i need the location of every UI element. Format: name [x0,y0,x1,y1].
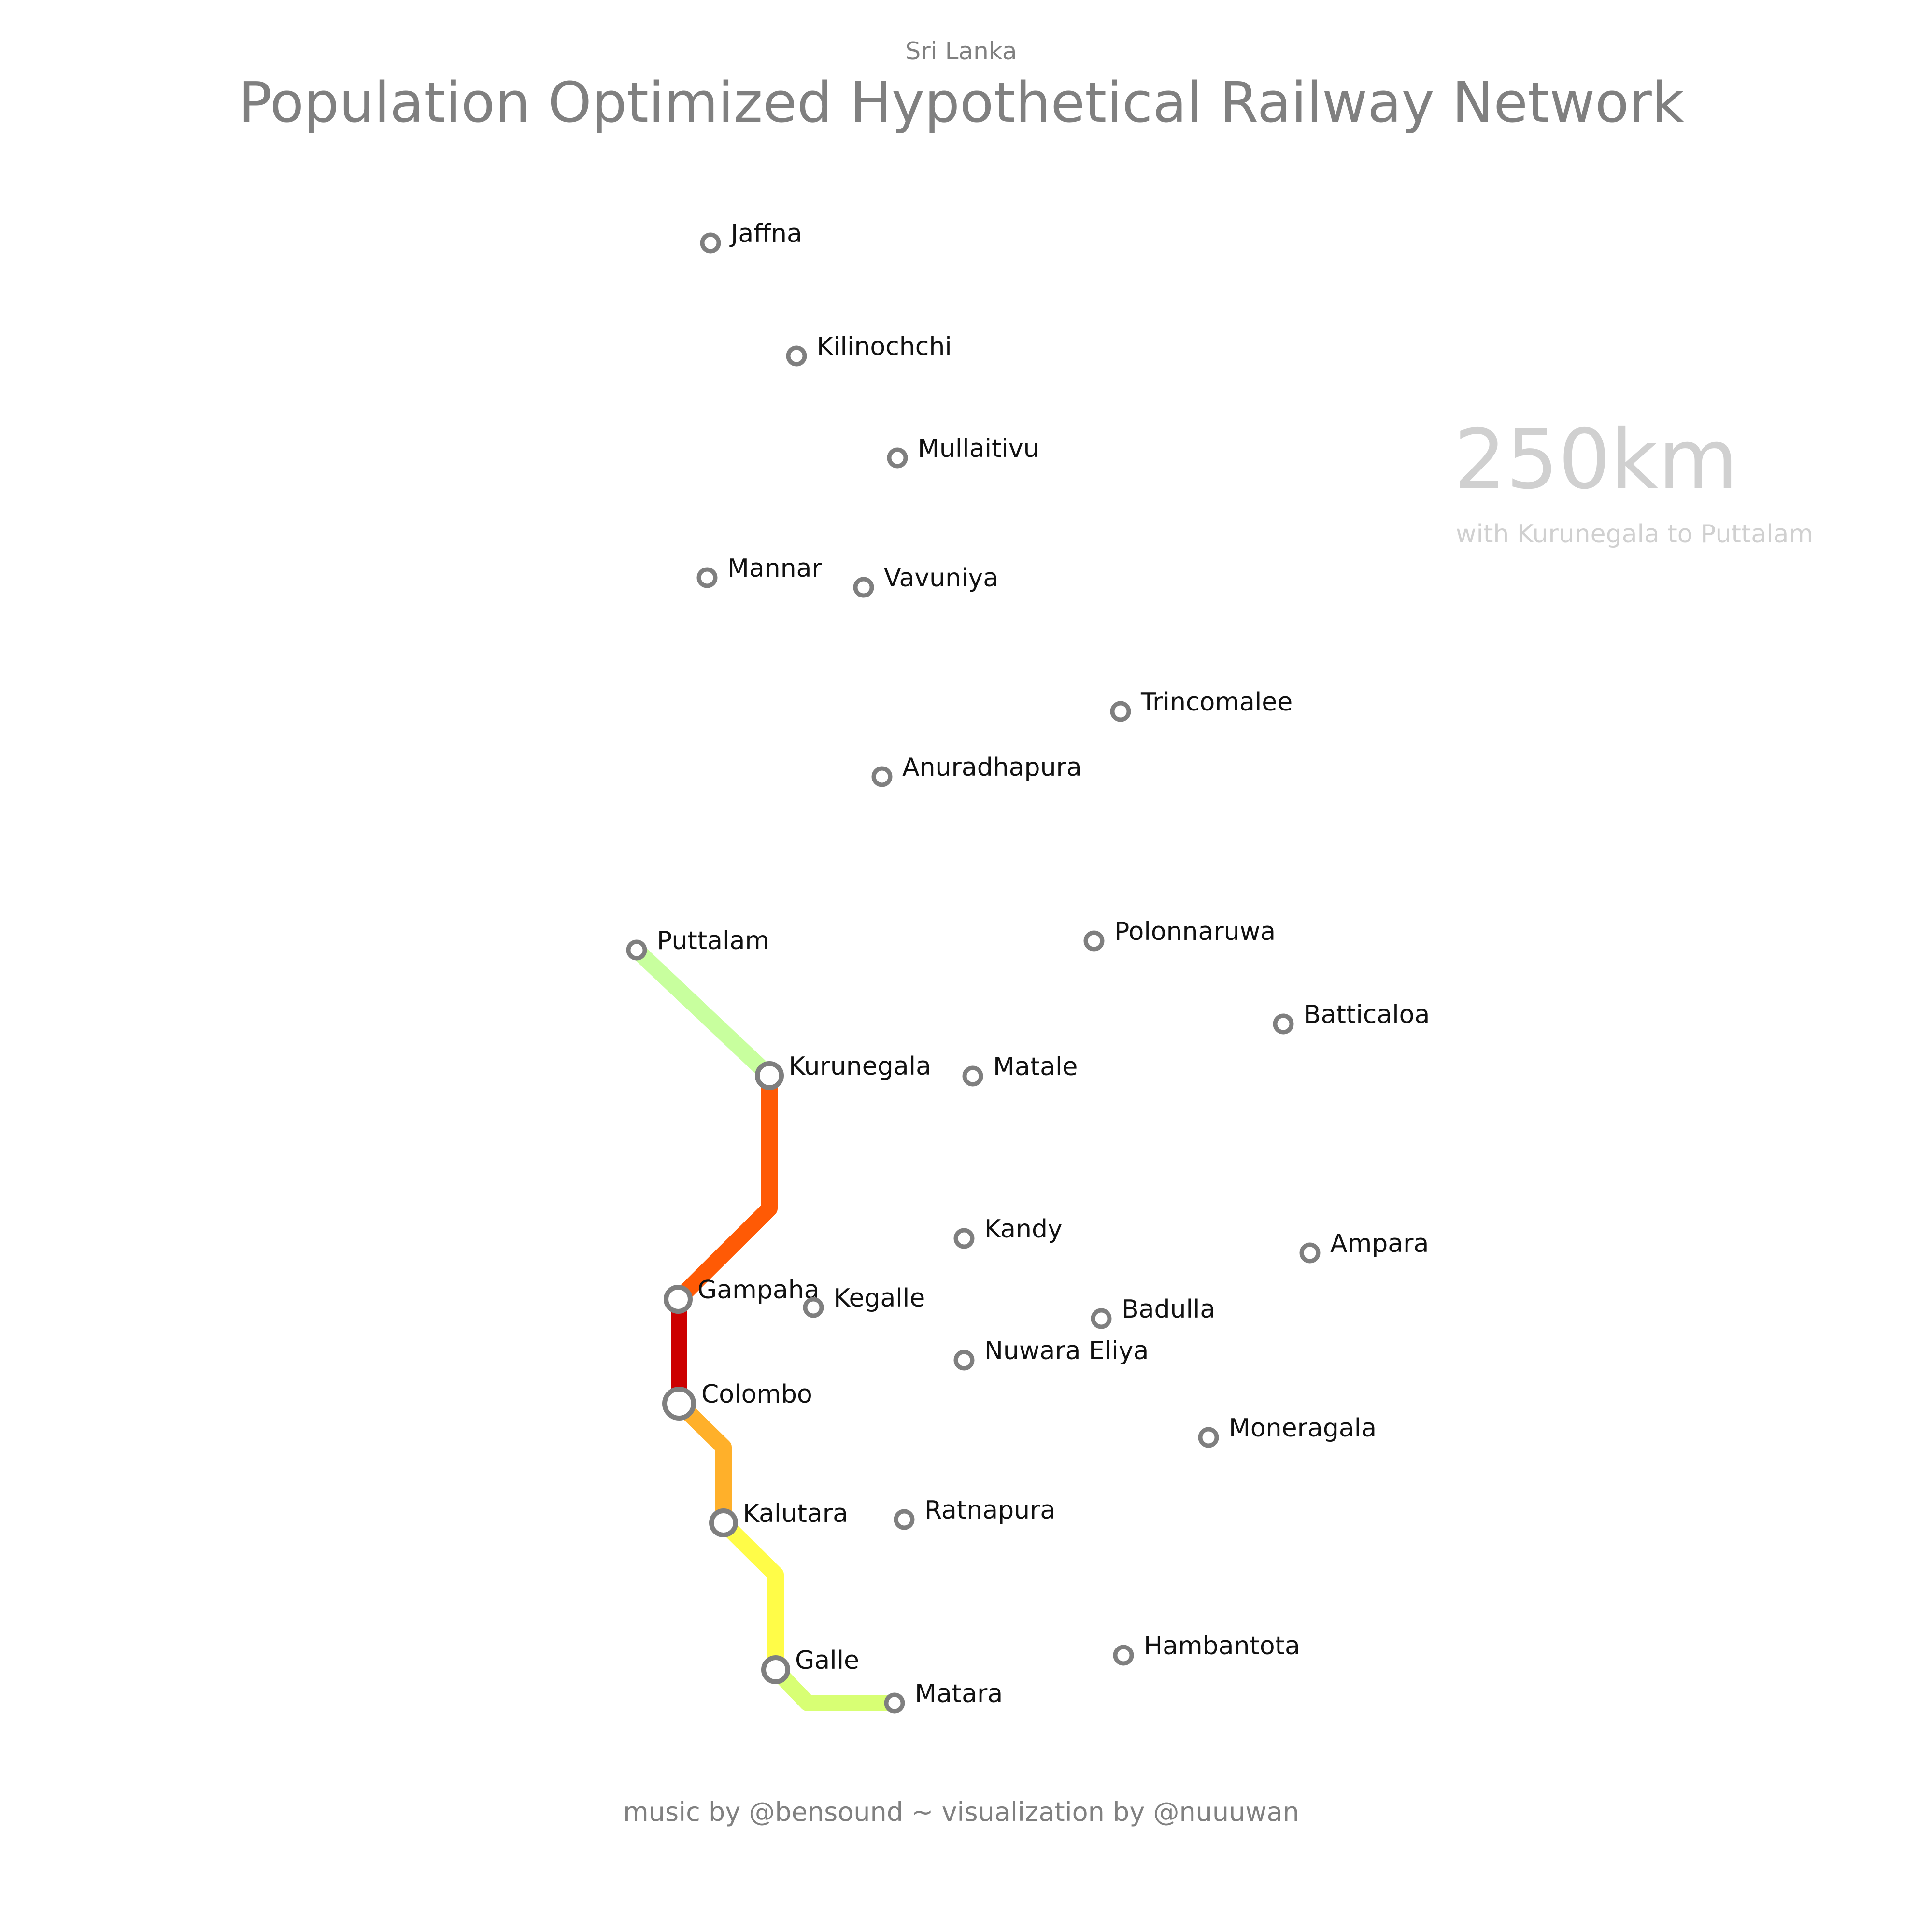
station-mannar: Mannar [696,554,823,588]
station-marker [626,939,647,961]
rail-galle-matara [767,1662,903,1711]
station-marker [1273,1013,1294,1035]
rail-gampaha-kurunegala [670,1067,778,1307]
rail-kurunegala-puttalam [628,942,778,1084]
city-label: Matale [993,1052,1078,1081]
city-label: Kalutara [743,1499,848,1528]
station-kurunegala: Kurunegala [755,1052,931,1090]
station-badulla: Badulla [1091,1295,1215,1329]
station-marker [884,1692,905,1714]
station-puttalam: Puttalam [626,926,769,961]
station-kalutara: Kalutara [709,1499,848,1537]
station-marker [953,1350,975,1371]
station-hambantota: Hambantota [1113,1632,1300,1666]
station-marker [962,1065,983,1087]
station-marker [1198,1427,1219,1448]
city-label: Anuradhapura [902,753,1082,782]
city-label: Trincomalee [1140,688,1293,717]
station-anuradhapura: Anuradhapura [871,753,1082,787]
station-kegalle: Kegalle [803,1284,925,1318]
station-ampara: Ampara [1299,1229,1429,1264]
stations: Jaffna Kilinochchi Mullaitivu Mannar Vavuniy… [626,219,1430,1714]
city-label: Kilinochchi [817,332,952,361]
station-ratnapura: Ratnapura [894,1496,1055,1530]
city-label: Kandy [984,1215,1063,1244]
station-marker [664,1285,693,1314]
city-label: Badulla [1122,1295,1215,1324]
station-gampaha: Gampaha [664,1276,820,1314]
city-label: Hambantota [1144,1632,1300,1661]
map-title: Population Optimized Hypothetical Railwa… [239,71,1684,135]
station-marker [1091,1308,1112,1329]
station-marker [786,345,807,367]
station-marker [700,232,721,254]
city-label: Matara [915,1679,1003,1708]
city-label: Ampara [1330,1229,1429,1258]
city-label: Jaffna [729,219,802,248]
city-label: Kegalle [834,1284,925,1313]
rail-colombo-kalutara [671,1395,732,1531]
station-matale: Matale [962,1052,1078,1087]
station-marker [662,1387,696,1421]
city-label: Batticaloa [1304,1000,1430,1029]
station-marker [871,766,893,787]
station-polonnaruwa: Polonnaruwa [1083,917,1276,952]
station-marker [1299,1242,1321,1264]
station-colombo: Colombo [662,1380,812,1421]
station-jaffna: Jaffna [700,219,802,254]
distance-note: with Kurunegala to Puttalam [1456,520,1813,549]
city-label: Ratnapura [924,1496,1055,1525]
station-kilinochchi: Kilinochchi [786,332,952,367]
station-marker [887,447,908,469]
station-vavuniya: Vavuniya [853,564,998,598]
station-batticaloa: Batticaloa [1273,1000,1430,1035]
station-trincomalee: Trincomalee [1110,688,1293,722]
rail-lines [628,942,903,1711]
station-marker [953,1228,975,1249]
station-marker [894,1509,915,1530]
city-label: Nuwara Eliya [984,1336,1149,1365]
station-mullaitivu: Mullaitivu [887,434,1039,469]
station-marker [1110,701,1131,722]
station-marker [696,567,718,588]
city-label: Mannar [727,554,823,583]
station-marker [803,1297,824,1318]
map-subtitle: Sri Lanka [906,37,1017,65]
credits: music by @bensound ~ visualization by @n… [623,1797,1299,1827]
station-marker [755,1061,784,1090]
city-label: Puttalam [657,926,769,955]
station-moneragala: Moneragala [1198,1414,1377,1448]
city-label: Kurunegala [789,1052,931,1081]
rail-kalutara-galle [715,1515,784,1678]
city-label: Moneragala [1229,1414,1377,1443]
city-label: Polonnaruwa [1114,917,1276,946]
station-kandy: Kandy [953,1215,1063,1249]
station-nuwara-eliya: Nuwara Eliya [953,1336,1149,1371]
station-marker [853,577,874,598]
station-galle: Galle [761,1646,859,1684]
city-label: Galle [795,1646,859,1675]
city-label: Gampaha [697,1276,820,1305]
station-marker [761,1655,790,1684]
network-distance: 250km [1454,412,1738,508]
city-label: Vavuniya [884,564,998,593]
station-marker [1083,930,1105,952]
city-label: Colombo [701,1380,812,1409]
station-marker [709,1508,738,1537]
city-label: Mullaitivu [918,434,1039,463]
station-marker [1113,1645,1134,1666]
station-matara: Matara [884,1679,1003,1714]
